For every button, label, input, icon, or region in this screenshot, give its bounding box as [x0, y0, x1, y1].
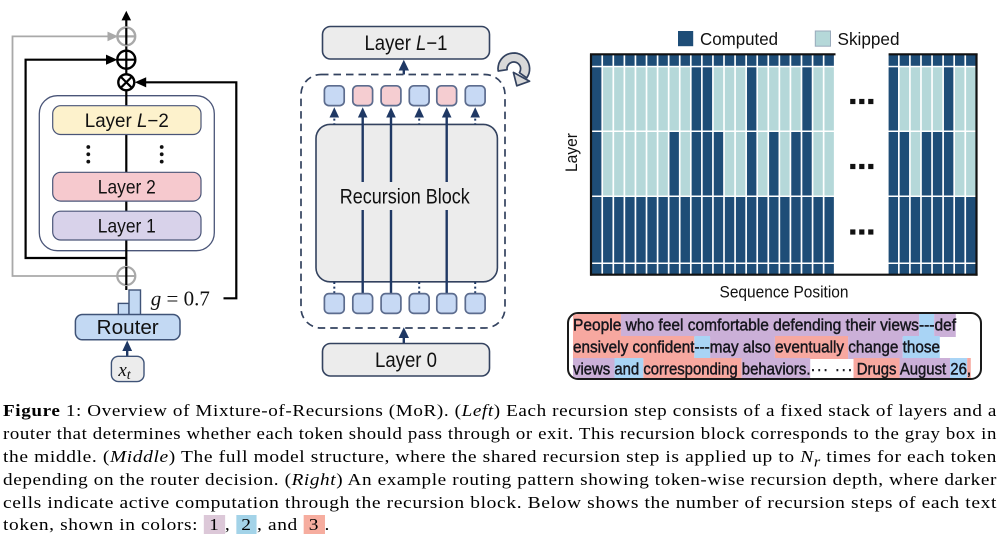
svg-text:Recursion Block: Recursion Block	[340, 185, 470, 209]
svg-text:Layer L−2: Layer L−2	[85, 110, 169, 132]
svg-text:Layer 2: Layer 2	[98, 176, 156, 198]
svg-text:Layer L−1: Layer L−1	[365, 32, 448, 55]
svg-text:Computed: Computed	[700, 29, 778, 49]
svg-text:Sequence Position: Sequence Position	[720, 284, 849, 302]
svg-text:g = 0.7: g = 0.7	[151, 287, 210, 311]
svg-text:Skipped: Skipped	[838, 29, 900, 49]
svg-text:Layer 1: Layer 1	[98, 215, 156, 237]
svg-text:Layer: Layer	[563, 133, 581, 172]
svg-text:Layer 0: Layer 0	[375, 349, 437, 372]
svg-text:Router: Router	[97, 317, 159, 339]
